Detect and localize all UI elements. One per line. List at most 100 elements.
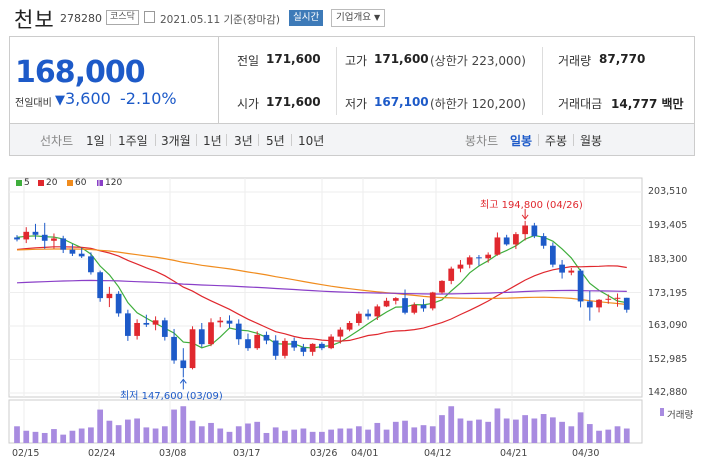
company-info-dropdown[interactable]: 기업개요 ▼ xyxy=(331,9,386,27)
volume-bar xyxy=(494,408,501,443)
volume-bar xyxy=(88,427,94,443)
divider xyxy=(542,47,543,115)
y-tick: 203,510 xyxy=(648,186,688,197)
candle-body xyxy=(300,347,307,352)
candle-body xyxy=(402,298,408,313)
candle-body xyxy=(429,292,436,309)
candle-body xyxy=(337,329,344,337)
candle-body xyxy=(235,323,242,340)
candle-body xyxy=(531,225,538,237)
candle-body xyxy=(78,253,85,257)
divider xyxy=(336,47,337,115)
volume-bar xyxy=(282,430,288,443)
x-tick: 04/30 xyxy=(572,448,600,459)
divider xyxy=(573,134,574,146)
amount-value: 14,777 백만 xyxy=(611,97,684,111)
volume-bar xyxy=(540,414,547,443)
prev-close-label: 전일 xyxy=(237,54,260,68)
volume-bar xyxy=(623,428,630,443)
candle-body xyxy=(208,322,214,345)
volume-bar xyxy=(402,420,408,443)
volume-bar xyxy=(60,434,67,443)
volume-bar xyxy=(319,431,325,443)
volume-bar xyxy=(69,430,76,443)
candle-body xyxy=(171,336,177,361)
candle-weekly[interactable]: 주봉 xyxy=(545,134,568,148)
candle-body xyxy=(586,301,593,308)
volume-bar xyxy=(466,420,473,443)
candle-body xyxy=(32,231,39,235)
candle-body xyxy=(605,298,612,300)
volume-bar xyxy=(41,432,48,443)
volume-bar xyxy=(513,419,519,443)
volume-bar xyxy=(125,419,131,443)
down-arrow-icon: ▼ xyxy=(55,93,65,108)
candle-body xyxy=(476,257,482,259)
candle-body xyxy=(125,313,131,336)
open-label: 시가 xyxy=(237,97,260,111)
candle-body xyxy=(14,237,20,240)
volume-bar xyxy=(14,426,20,443)
period-3y[interactable]: 3년 xyxy=(234,134,253,148)
volume-bar xyxy=(78,428,85,443)
line-chart-tab[interactable]: 선차트 xyxy=(40,134,74,148)
volume-value: 87,770 xyxy=(599,52,646,66)
price-plot-frame xyxy=(8,177,643,398)
change-percent: -2.10% xyxy=(120,89,177,108)
volume-bar xyxy=(531,418,538,443)
candle-body xyxy=(115,293,122,314)
volume-bar xyxy=(23,430,30,443)
candle-chart-tab[interactable]: 봉차트 xyxy=(465,134,499,148)
volume-bar xyxy=(263,432,270,443)
volume-bar xyxy=(143,427,150,443)
change-value: ▼3,600 xyxy=(55,89,111,108)
candle-body xyxy=(466,257,473,265)
calendar-icon xyxy=(144,11,155,23)
change-label: 전일대비 xyxy=(15,98,52,109)
volume-bar xyxy=(32,431,39,443)
period-3m[interactable]: 3개월 xyxy=(161,134,191,148)
chevron-down-icon: ▼ xyxy=(374,13,381,22)
candle-body xyxy=(355,313,362,323)
volume-bar xyxy=(503,418,510,443)
candle-body xyxy=(596,299,602,308)
ma120-swatch xyxy=(97,180,103,186)
stock-header: 천보 278280 코스닥 2021.05.11 기준(장마감) 실시간 기업개… xyxy=(0,0,702,36)
volume-bar xyxy=(383,429,390,443)
candle-body xyxy=(392,298,399,301)
volume-bar xyxy=(171,409,177,443)
period-10y[interactable]: 10년 xyxy=(298,134,325,148)
volume-bar xyxy=(254,421,261,443)
candle-body xyxy=(503,237,510,245)
divider xyxy=(110,134,111,146)
volume-bar xyxy=(614,426,621,443)
candle-body xyxy=(97,272,104,299)
volume-bar xyxy=(476,419,482,443)
period-5y[interactable]: 5년 xyxy=(266,134,285,148)
candle-body xyxy=(88,256,94,273)
upper-limit: (상한가 223,000) xyxy=(430,54,526,68)
candle-body xyxy=(513,234,519,245)
period-1y[interactable]: 1년 xyxy=(203,134,222,148)
ma20-legend: 20 xyxy=(46,178,58,188)
ma60-line xyxy=(16,248,627,306)
volume-bar xyxy=(596,430,602,443)
candle-body xyxy=(189,329,196,369)
volume-bar xyxy=(115,425,122,443)
volume-bar xyxy=(522,415,528,443)
volume-bar xyxy=(208,422,214,443)
volume-bar xyxy=(485,421,492,443)
low-value: 167,100 xyxy=(374,95,429,109)
candle-body xyxy=(217,320,224,323)
candle-daily[interactable]: 일봉 xyxy=(510,134,533,148)
volume-label: 거래량 xyxy=(558,54,592,68)
candle-body xyxy=(319,343,325,349)
candle-body xyxy=(383,300,390,307)
candle-body xyxy=(485,254,492,259)
candle-body xyxy=(254,334,261,349)
period-1w[interactable]: 1주일 xyxy=(118,134,148,148)
realtime-button[interactable]: 실시간 xyxy=(289,10,324,26)
period-1d[interactable]: 1일 xyxy=(86,134,105,148)
candle-monthly[interactable]: 월봉 xyxy=(580,134,603,148)
